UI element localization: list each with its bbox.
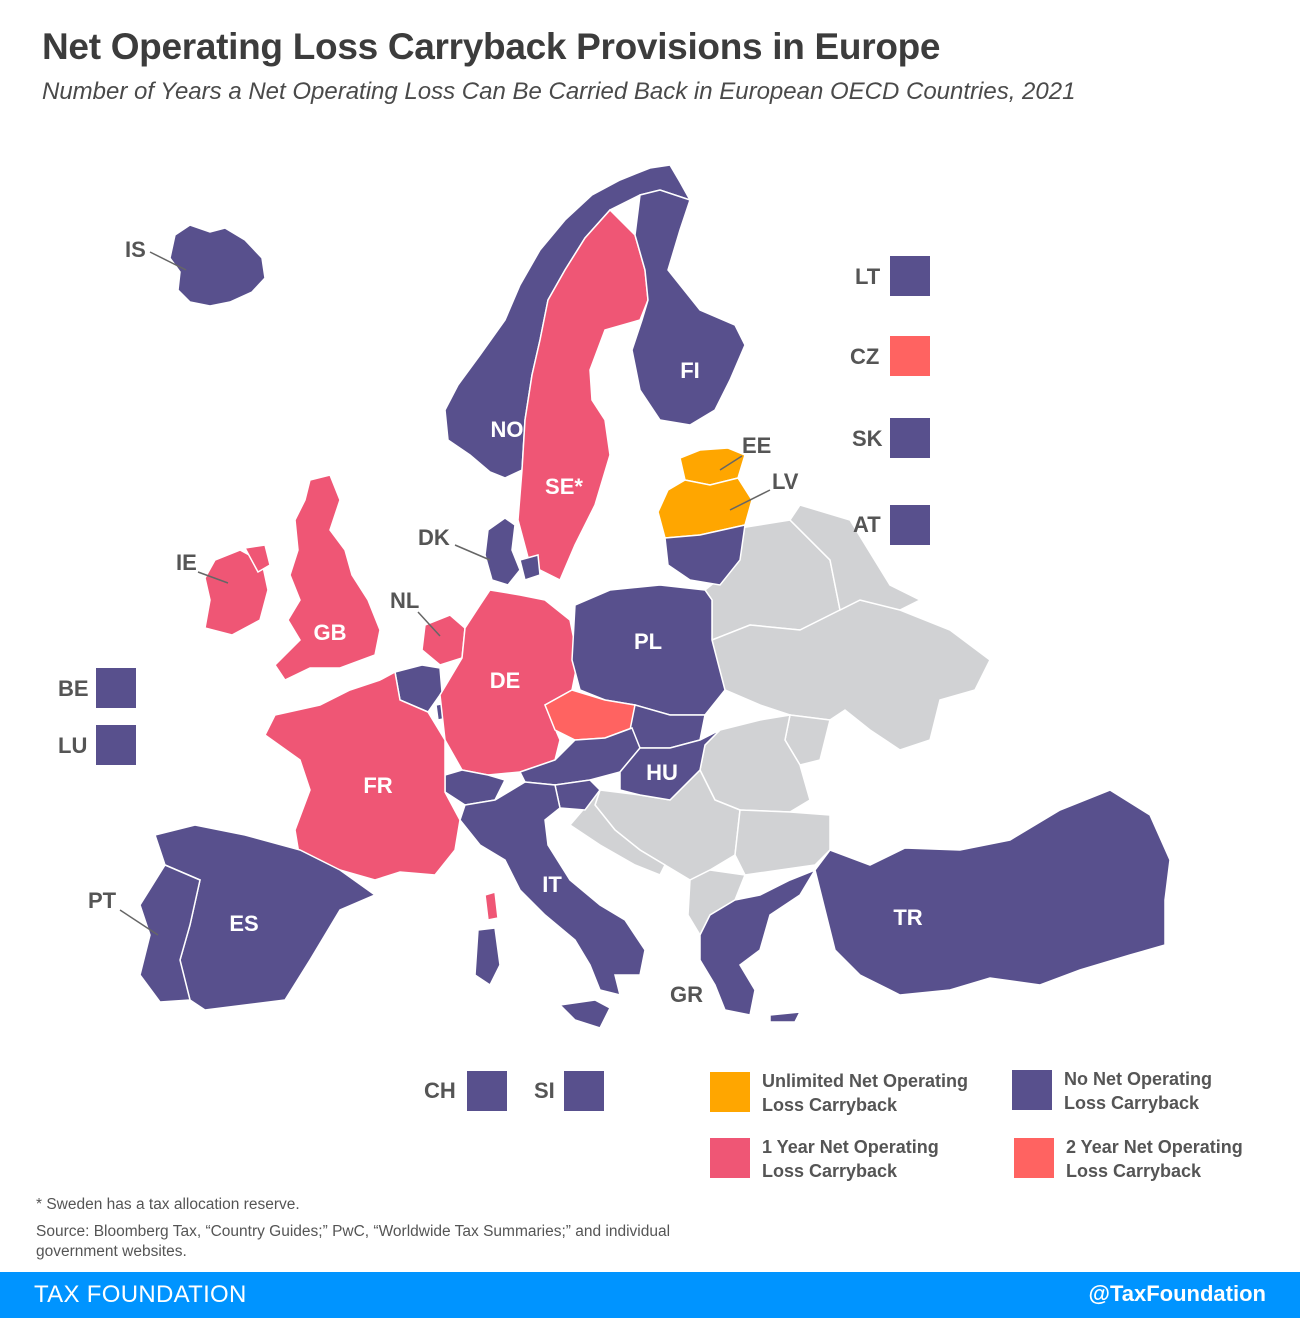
box-CH [467, 1071, 507, 1111]
country-GB-ni [243, 544, 271, 574]
label-IS: IS [125, 237, 146, 262]
leader-PT [119, 909, 159, 936]
footnote: * Sweden has a tax allocation reserve. [36, 1196, 300, 1213]
label-NL: NL [390, 588, 419, 613]
country-CH [444, 769, 507, 806]
country-FR-corsica [484, 891, 499, 921]
legend: Unlimited Net Operating Loss Carryback N… [710, 1069, 1243, 1181]
outside-labels: IS DK IE NL PT GR EE LV [88, 237, 799, 1007]
country-IT [459, 781, 646, 997]
legend-swatch-two-year [1014, 1138, 1054, 1178]
label-HU: HU [646, 760, 678, 785]
country-GB [274, 474, 381, 681]
box-label-LU: LU [58, 733, 87, 758]
leader-IS [149, 251, 187, 271]
label-EE: EE [742, 433, 771, 458]
non-oecd-countries [568, 504, 991, 937]
country-PL [571, 584, 726, 716]
legend-one-year-line1: 1 Year Net Operating [762, 1137, 939, 1157]
label-PL: PL [634, 629, 662, 654]
legend-swatch-unlimited [710, 1072, 750, 1112]
country-IT-sicily [558, 999, 611, 1029]
country-LT [664, 524, 746, 586]
label-NO: NO [491, 417, 524, 442]
leader-LV [729, 489, 771, 511]
map-subtitle: Number of Years a Net Operating Loss Can… [42, 78, 1076, 105]
box-LT [890, 256, 930, 296]
small-country-boxes: LT CZ SK AT BE LU CH SI [58, 256, 930, 1111]
label-FR: FR [363, 773, 392, 798]
label-ES: ES [229, 911, 258, 936]
box-label-BE: BE [58, 676, 89, 701]
label-GB: GB [314, 620, 347, 645]
country-IT-sardinia [474, 927, 501, 987]
country-IS [169, 224, 266, 307]
leader-EE [719, 455, 743, 471]
country-labels: FI NO SE* GB DE PL FR ES IT HU TR [229, 358, 922, 936]
oecd-countries [139, 164, 1171, 1029]
label-IT: IT [542, 872, 562, 897]
box-CZ [890, 336, 930, 376]
legend-unlimited-line1: Unlimited Net Operating [762, 1071, 968, 1091]
legend-two-year-line1: 2 Year Net Operating [1066, 1137, 1243, 1157]
leader-lines [119, 251, 771, 936]
footer-brand: TAX FOUNDATION [34, 1281, 247, 1308]
box-label-CZ: CZ [850, 344, 879, 369]
box-label-LT: LT [855, 264, 881, 289]
box-BE [96, 668, 136, 708]
box-SK [890, 418, 930, 458]
source-note: Source: Bloomberg Tax, “Country Guides;”… [36, 1223, 671, 1260]
country-FI [631, 189, 746, 426]
label-SE: SE* [545, 474, 583, 499]
country-russia-west [789, 504, 922, 612]
footer-bar: TAX FOUNDATION @TaxFoundation [0, 1272, 1300, 1318]
country-croatia [568, 789, 666, 876]
legend-no-carryback-line2: Loss Carryback [1064, 1093, 1200, 1113]
footer-handle[interactable]: @TaxFoundation [1088, 1281, 1266, 1306]
legend-one-year-line2: Loss Carryback [762, 1161, 898, 1181]
europe-map: FI NO SE* GB DE PL FR ES IT HU TR IS DK … [58, 164, 1243, 1181]
label-IE: IE [176, 550, 197, 575]
box-LU [96, 725, 136, 765]
leader-DK [454, 544, 491, 561]
leader-NL [417, 611, 441, 637]
box-label-SI: SI [534, 1078, 555, 1103]
label-DE: DE [490, 668, 521, 693]
label-FI: FI [680, 358, 700, 383]
box-label-CH: CH [424, 1078, 456, 1103]
country-GR [699, 868, 817, 1016]
label-TR: TR [893, 905, 922, 930]
leader-IE [197, 571, 229, 584]
country-HU [619, 729, 721, 801]
label-GR: GR [670, 982, 703, 1007]
country-GR-crete [769, 1011, 802, 1023]
country-SE [517, 208, 649, 582]
legend-unlimited-line2: Loss Carryback [762, 1095, 898, 1115]
country-DK-islands [519, 554, 541, 581]
legend-swatch-no-carryback [1012, 1070, 1052, 1110]
box-label-AT: AT [853, 512, 881, 537]
label-LV: LV [772, 469, 799, 494]
box-label-SK: SK [852, 426, 883, 451]
country-PT [139, 864, 201, 1003]
legend-two-year-line2: Loss Carryback [1066, 1161, 1202, 1181]
country-FR [264, 670, 461, 881]
map-title: Net Operating Loss Carryback Provisions … [42, 26, 941, 67]
legend-no-carryback-line1: No Net Operating [1064, 1069, 1212, 1089]
legend-swatch-one-year [710, 1138, 750, 1178]
box-AT [890, 505, 930, 545]
country-TR [814, 789, 1171, 996]
country-bulgaria [734, 809, 831, 876]
box-SI [564, 1071, 604, 1111]
label-PT: PT [88, 888, 117, 913]
country-DK [484, 517, 521, 586]
label-DK: DK [418, 525, 450, 550]
